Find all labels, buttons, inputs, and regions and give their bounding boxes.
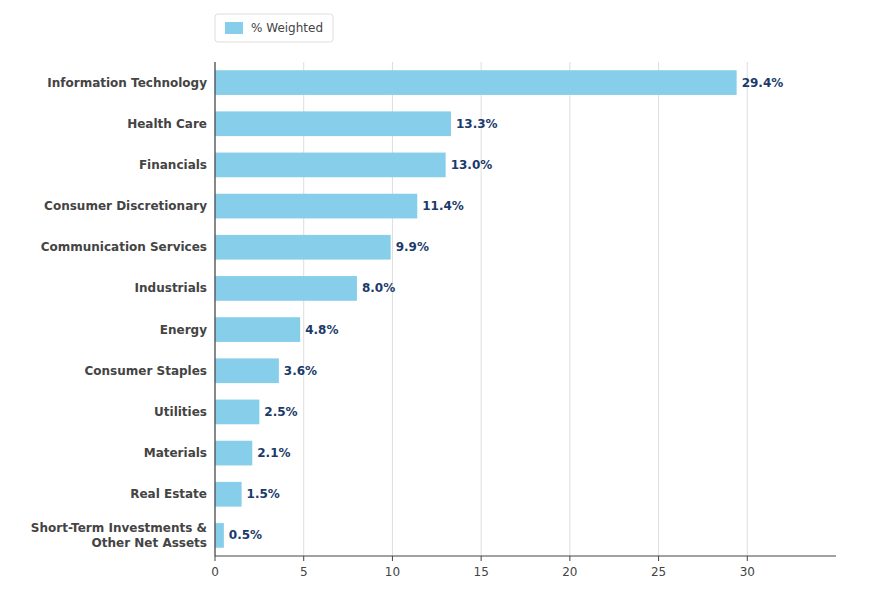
chart: 0 5 10 15 20 25 30 0.5% 1.5% 2.1% 2.5% 3.6% 4.8% 8.0%…	[0, 0, 876, 600]
tick-mark	[303, 556, 304, 561]
tick-label: 5	[300, 565, 308, 579]
tick-mark	[392, 556, 393, 561]
legend-swatch	[225, 22, 243, 34]
grid-line	[747, 62, 748, 556]
x-axis-line	[215, 555, 836, 556]
tick-mark	[481, 556, 482, 561]
y-axis-line	[214, 62, 215, 556]
data-label: 29.4%	[742, 76, 784, 90]
data-label: 8.0%	[362, 281, 395, 295]
tick-label: 15	[474, 565, 489, 579]
data-label: 11.4%	[422, 199, 464, 213]
legend-frame	[215, 14, 333, 42]
bar	[215, 441, 252, 466]
y-axis: Short-Term Investments &Other Net Assets…	[31, 76, 207, 550]
category-label: Financials	[139, 158, 207, 172]
data-label: 4.8%	[305, 323, 338, 337]
bar	[215, 400, 259, 425]
tick-label: 30	[740, 565, 755, 579]
category-label: Consumer Staples	[85, 364, 207, 378]
bar	[215, 482, 242, 507]
grid-line	[215, 62, 216, 556]
x-axis: 0 5 10 15 20 25 30	[211, 556, 755, 579]
bar	[215, 111, 451, 136]
bar	[215, 153, 446, 178]
chart-container: 0 5 10 15 20 25 30 0.5% 1.5% 2.1% 2.5% 3.6% 4.8% 8.0%…	[0, 0, 876, 600]
bars	[215, 70, 737, 548]
tick-label: 25	[651, 565, 666, 579]
data-label: 13.0%	[451, 158, 493, 172]
category-label: Communication Services	[41, 240, 207, 254]
data-labels: 0.5% 1.5% 2.1% 2.5% 3.6% 4.8% 8.0% 9.9% 11.4% 13.…	[229, 76, 783, 543]
tick-mark	[747, 556, 748, 561]
data-label: 2.1%	[257, 446, 290, 460]
category-label: Information Technology	[47, 76, 207, 90]
data-label: 9.9%	[396, 240, 429, 254]
category-label: Real Estate	[130, 487, 207, 501]
data-label: 1.5%	[247, 487, 280, 501]
tick-mark	[658, 556, 659, 561]
data-label: 2.5%	[264, 405, 297, 419]
grid-line	[569, 62, 570, 556]
data-label: 3.6%	[284, 364, 317, 378]
category-label: Short-Term Investments &Other Net Assets	[31, 521, 207, 550]
data-label: 13.3%	[456, 117, 498, 131]
category-label: Energy	[160, 323, 207, 337]
bar	[215, 194, 417, 219]
tick-mark	[215, 556, 216, 561]
tick-label: 20	[562, 565, 577, 579]
category-label: Industrials	[135, 281, 207, 295]
grid	[215, 62, 747, 556]
legend: % Weighted	[215, 14, 333, 42]
category-label: Materials	[144, 446, 207, 460]
grid-line	[658, 62, 659, 556]
legend-label: % Weighted	[251, 21, 323, 35]
bar	[215, 70, 737, 95]
bar	[215, 358, 279, 383]
grid-line	[481, 62, 482, 556]
category-label: Health Care	[127, 117, 207, 131]
tick-label: 0	[211, 565, 219, 579]
bar	[215, 235, 391, 260]
tick-mark	[569, 556, 570, 561]
category-label: Utilities	[154, 405, 207, 419]
category-label: Consumer Discretionary	[44, 199, 207, 213]
bar	[215, 276, 357, 301]
bar	[215, 523, 224, 548]
tick-label: 10	[385, 565, 400, 579]
bar	[215, 317, 300, 342]
data-label: 0.5%	[229, 528, 262, 542]
